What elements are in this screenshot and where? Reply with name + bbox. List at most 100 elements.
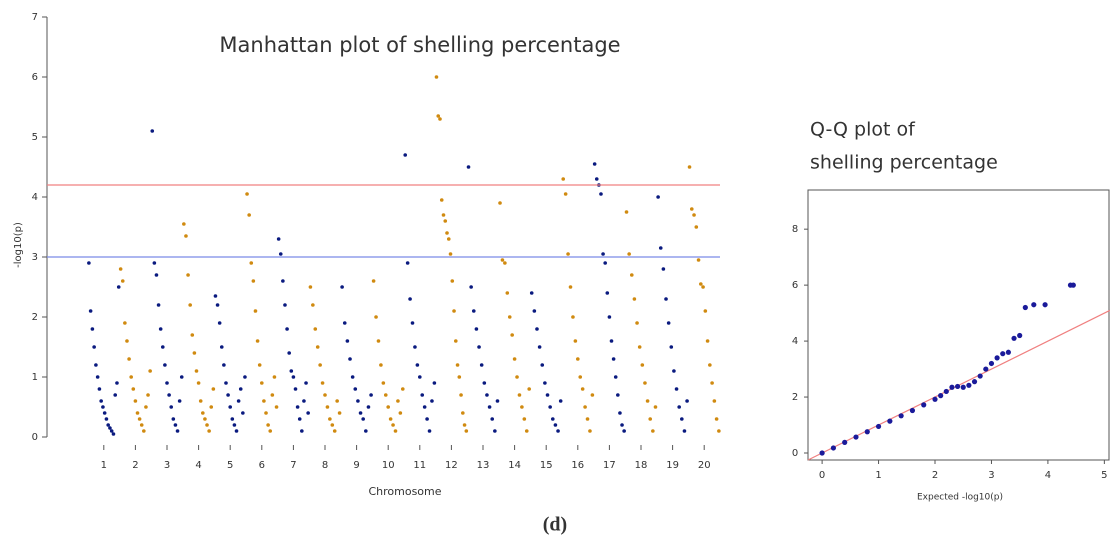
snp-point [537,345,542,349]
snp-point [658,246,663,250]
snp-point [415,363,420,367]
snp-point [113,393,118,397]
snp-point [287,351,291,355]
snp-point [578,375,583,379]
snp-point [607,315,612,319]
snp-point [580,387,585,391]
x-tick-label: 6 [259,460,265,471]
snp-point [445,231,449,235]
snp-point [436,114,441,118]
snp-point [222,363,226,367]
snp-point [289,369,294,373]
snp-point [558,399,563,403]
x-tick-label: 3 [164,460,170,471]
qq-point [1042,302,1048,308]
x-tick-label: 8 [322,460,328,471]
snp-point [283,303,287,307]
x-tick-label: 4 [1045,470,1051,481]
qq-point [909,407,916,414]
snp-point [477,345,481,349]
snp-point [613,375,618,379]
snp-point [278,252,283,256]
snp-point [104,417,109,421]
snp-point [207,429,211,433]
snp-point [297,417,302,421]
x-tick-label: 20 [698,460,711,471]
snp-point [418,375,422,379]
snp-point [313,327,318,331]
snp-point [427,429,432,433]
x-tick-label: 1 [101,460,107,471]
snp-point [177,399,182,403]
snp-point [127,357,131,361]
snp-point [540,363,545,367]
snp-point [238,387,243,391]
snp-point [156,303,161,307]
snp-point [211,387,216,391]
plot-frame [807,189,1110,461]
snp-point [262,399,266,403]
snp-point [640,363,645,367]
snp-point [637,345,642,349]
qq-point [988,360,995,367]
snp-point [154,273,159,277]
qq-point [966,382,972,388]
snp-point [455,363,460,367]
snp-point [88,309,93,313]
snp-point [371,279,376,283]
snp-point [101,405,105,409]
snp-point [213,294,218,298]
snp-point [556,429,560,433]
snp-point [510,333,514,337]
snp-point [95,375,100,379]
snp-point [87,261,91,265]
snp-point [464,429,469,433]
snp-point [249,261,254,265]
snp-point [255,339,260,343]
x-tick-label: 2 [132,460,138,471]
qq-point [853,434,859,440]
snp-point [457,375,462,379]
y-tick-label: 6 [32,72,38,83]
snp-point [396,399,400,403]
snp-point [629,273,634,277]
snp-point [306,411,310,415]
snp-point [705,339,710,343]
snp-point [115,381,119,385]
snp-point [553,423,558,427]
qq-point [949,384,955,390]
snp-point [391,423,395,427]
snp-point [366,405,371,409]
snp-point [672,369,676,373]
snp-point [245,192,249,196]
snp-point [173,423,178,427]
snp-point [503,261,507,265]
snp-point [605,291,610,295]
qq-point [887,418,893,424]
snp-point [236,399,241,403]
snp-point [635,321,639,325]
snp-point [712,399,717,403]
snp-point [342,321,347,325]
snp-point [524,429,529,433]
snp-point [268,429,273,433]
snp-point [609,339,614,343]
snp-point [358,411,363,415]
qq-point [1000,351,1006,357]
snp-point [350,375,355,379]
snp-point [461,411,465,415]
snp-point [133,399,138,403]
snp-point [620,423,624,427]
snp-point [471,309,476,313]
qq-point [875,423,882,430]
snp-point [535,327,539,331]
snp-point [573,339,578,343]
y-tick-label: 2 [32,312,38,323]
x-axis-label: Expected -log10(p) [917,493,1003,503]
snp-point [198,399,203,403]
snp-point [563,192,568,196]
snp-point [717,429,721,433]
snp-point [120,279,125,283]
qq-point [932,396,938,402]
qq-point [1031,302,1037,308]
